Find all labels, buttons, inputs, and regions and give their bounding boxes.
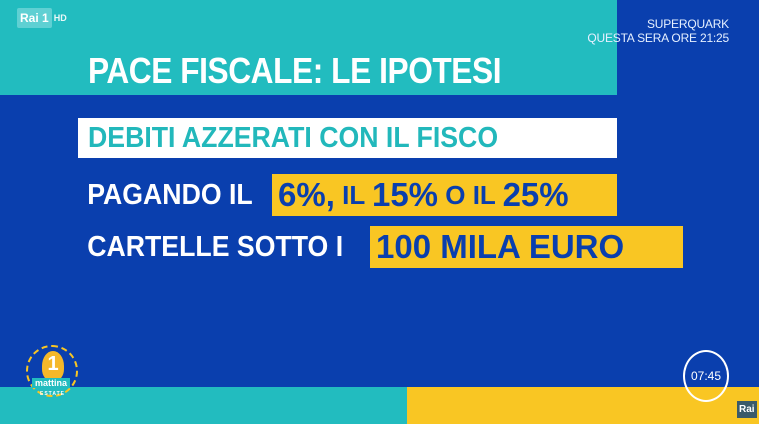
info-row-3: CARTELLE SOTTO I [78, 227, 366, 267]
channel-number: 1 [42, 11, 49, 25]
hd-badge: HD [53, 13, 67, 23]
rate-15: 15% [371, 176, 439, 213]
show-logo-number: 1 [42, 351, 64, 381]
show-logo-sub: ESTATE [40, 391, 65, 397]
info-row-2-highlight: 6%, IL 15% O IL 25% [272, 174, 617, 216]
connector: O IL [438, 179, 503, 210]
info-row-2-label: PAGANDO IL [87, 178, 253, 211]
info-row-3-highlight: 100 MILA EURO [370, 226, 683, 268]
clock: 07:45 [683, 350, 729, 402]
channel-logo-text: Rai [20, 11, 39, 25]
promo-line-2: QUESTA SERA ORE 21:25 [587, 31, 729, 45]
show-logo: 1 mattina ESTATE [26, 345, 78, 397]
promo-line-1: SUPERQUARK [646, 17, 729, 31]
rate-6: 6%, [278, 176, 335, 213]
show-logo-name: mattina [32, 378, 71, 388]
headline: PACE FISCALE: LE IPOTESI [88, 50, 502, 91]
info-row-3-highlight-text: 100 MILA EURO [376, 228, 625, 265]
info-row-2: PAGANDO IL [78, 175, 268, 215]
promo-text: SUPERQUARK QUESTA SERA ORE 21:25 [587, 17, 729, 45]
connector: IL [334, 179, 372, 210]
corner-logo: Rai [737, 401, 757, 418]
info-row-3-label: CARTELLE SOTTO I [87, 230, 344, 263]
channel-logo: Rai 1 HD [17, 8, 67, 28]
header-band [0, 0, 617, 95]
rate-25: 25% [502, 176, 569, 213]
footer-band-teal [0, 387, 407, 424]
info-row-1: DEBITI AZZERATI CON IL FISCO [78, 118, 617, 158]
info-row-1-text: DEBITI AZZERATI CON IL FISCO [88, 121, 499, 154]
